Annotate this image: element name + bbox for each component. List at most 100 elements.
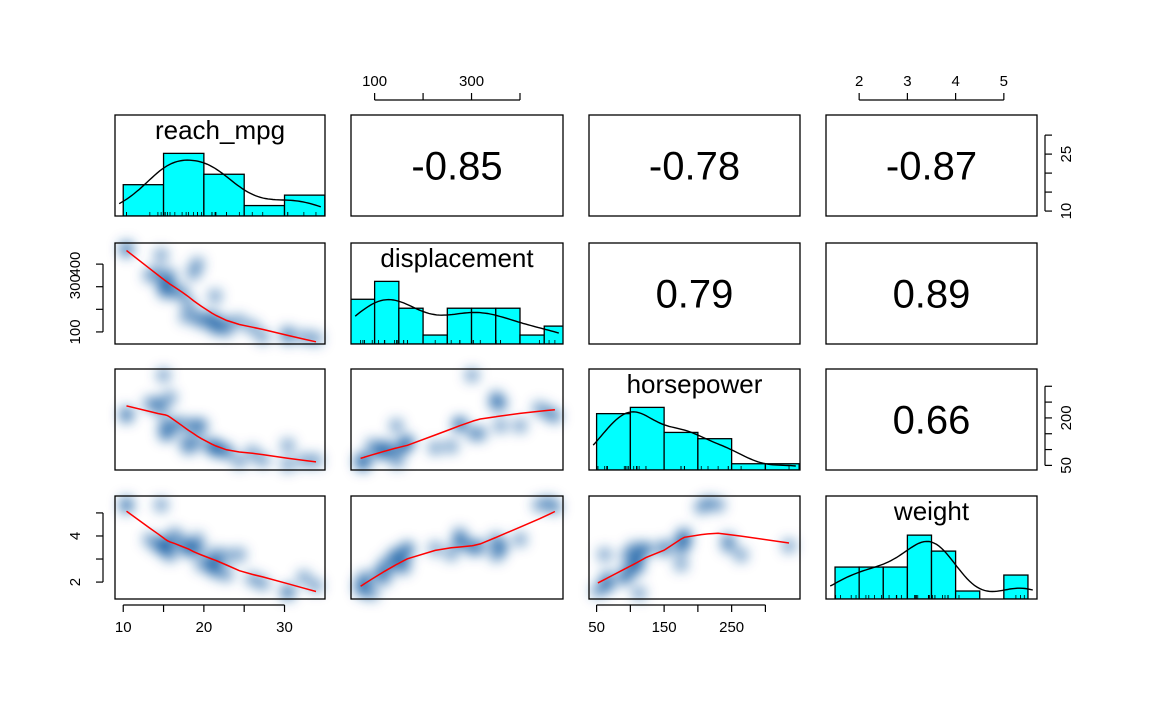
histogram-bar [882, 566, 909, 599]
point-cloud [590, 496, 797, 601]
correlation-value: 0.79 [656, 273, 734, 317]
scatter-point [512, 532, 527, 547]
scatter-point [156, 368, 171, 383]
scatter-point [632, 586, 647, 601]
scatter-point [179, 435, 194, 450]
point-cloud [353, 496, 562, 601]
scatter-point [194, 557, 209, 572]
tick-label: 4 [951, 73, 959, 90]
panel-r2-c3: 0.66 [825, 368, 1038, 471]
scatter-point [219, 444, 234, 459]
tick-label: 100 [362, 73, 387, 90]
scatter-point [154, 497, 169, 512]
bottom-axis-reach_mpg: 10 20 30 [115, 604, 293, 636]
panel-frame [825, 242, 1038, 345]
scatter-point [296, 570, 311, 585]
scatter-point [444, 439, 459, 454]
scatter-point [280, 586, 295, 601]
scatter-point [119, 243, 134, 258]
histogram-bar [954, 590, 981, 599]
tick-label: 50 [588, 619, 605, 636]
panel-frame [350, 114, 564, 217]
scatter-point [158, 426, 173, 441]
scatter-point [190, 257, 205, 272]
scatter-point [280, 326, 295, 341]
scatter-point [673, 557, 688, 572]
scatter-point [179, 309, 194, 324]
density-line [829, 540, 1033, 593]
scatter-point [194, 418, 209, 433]
scatter-point [389, 418, 404, 433]
histogram-bar [495, 307, 521, 344]
scatter-point [444, 547, 459, 562]
scatter-point [377, 557, 392, 572]
histogram-weight [829, 534, 1033, 599]
histogram-bar [398, 307, 424, 344]
scatter-point [142, 268, 157, 283]
scatter-point [532, 497, 547, 512]
panel-r2-c1 [350, 368, 564, 472]
scatter-point [466, 426, 481, 441]
panel-r3-c2 [588, 495, 801, 601]
scatter-point [142, 396, 157, 411]
tick-label: 10 [115, 619, 132, 636]
scatter-point [163, 268, 178, 283]
density-line [354, 298, 560, 334]
scatter-point [377, 571, 392, 586]
scatter-point [280, 438, 295, 453]
variable-name-horsepower: horsepower [627, 369, 763, 399]
scatter-point [308, 331, 323, 346]
left-axis-weight: 24 [67, 512, 104, 586]
panel-r1-c1: displacement [350, 242, 564, 345]
top-axis-weight: 2 3 4 5 [855, 73, 1008, 101]
panel-frame [825, 368, 1038, 471]
smooth-line [126, 405, 317, 463]
histogram-bar [519, 334, 545, 344]
panel-r0-c1: -0.85 [350, 114, 564, 217]
scatter-point [255, 576, 270, 591]
correlation-value: 0.89 [893, 273, 971, 317]
tick-label: 100 [67, 319, 84, 344]
panel-frame [114, 368, 326, 471]
tick-label: 20 [196, 619, 213, 636]
scatter-point [208, 289, 223, 304]
scatter-point [296, 329, 311, 344]
scatter-point [365, 586, 380, 601]
tick-label: 300 [459, 73, 484, 90]
scatter-point [208, 320, 223, 335]
scatter-point [219, 548, 234, 563]
scatter-point [190, 532, 205, 547]
scatter-point [154, 401, 169, 416]
scatter-point [617, 571, 632, 586]
scatter-point [657, 541, 672, 556]
histogram-bar [243, 204, 286, 216]
tick-label: 4 [67, 532, 84, 540]
panel-r0-c0: reach_mpg [114, 114, 326, 217]
panel-frame [350, 242, 564, 345]
histogram-bar [629, 406, 665, 470]
scatter-point [308, 453, 323, 468]
right-axis-horsepower: 50 200 [1044, 385, 1075, 474]
point-cloud [353, 368, 562, 472]
point-cloud [119, 368, 323, 472]
scatter-point [489, 390, 504, 405]
panel-frame [114, 114, 326, 217]
scatter-point [208, 547, 223, 562]
top-axis-displacement: 100 300 [362, 73, 521, 101]
histogram-bar [122, 184, 165, 216]
tick-label: 2 [855, 73, 863, 90]
scatter-point [597, 547, 612, 562]
scatter-point [154, 248, 169, 263]
scatter-point [308, 578, 323, 593]
panel-frame [350, 495, 564, 600]
scatter-point [489, 548, 504, 563]
scatter-point [365, 438, 380, 453]
variable-name-reach_mpg: reach_mpg [155, 115, 285, 145]
panel-r1-c3: 0.89 [825, 242, 1038, 345]
histogram-bar [930, 550, 957, 599]
correlation-value: -0.78 [649, 145, 740, 189]
scatter-point [452, 534, 467, 549]
scatter-point [280, 457, 295, 472]
scatter-point [194, 314, 209, 329]
histogram-bar [730, 463, 767, 470]
